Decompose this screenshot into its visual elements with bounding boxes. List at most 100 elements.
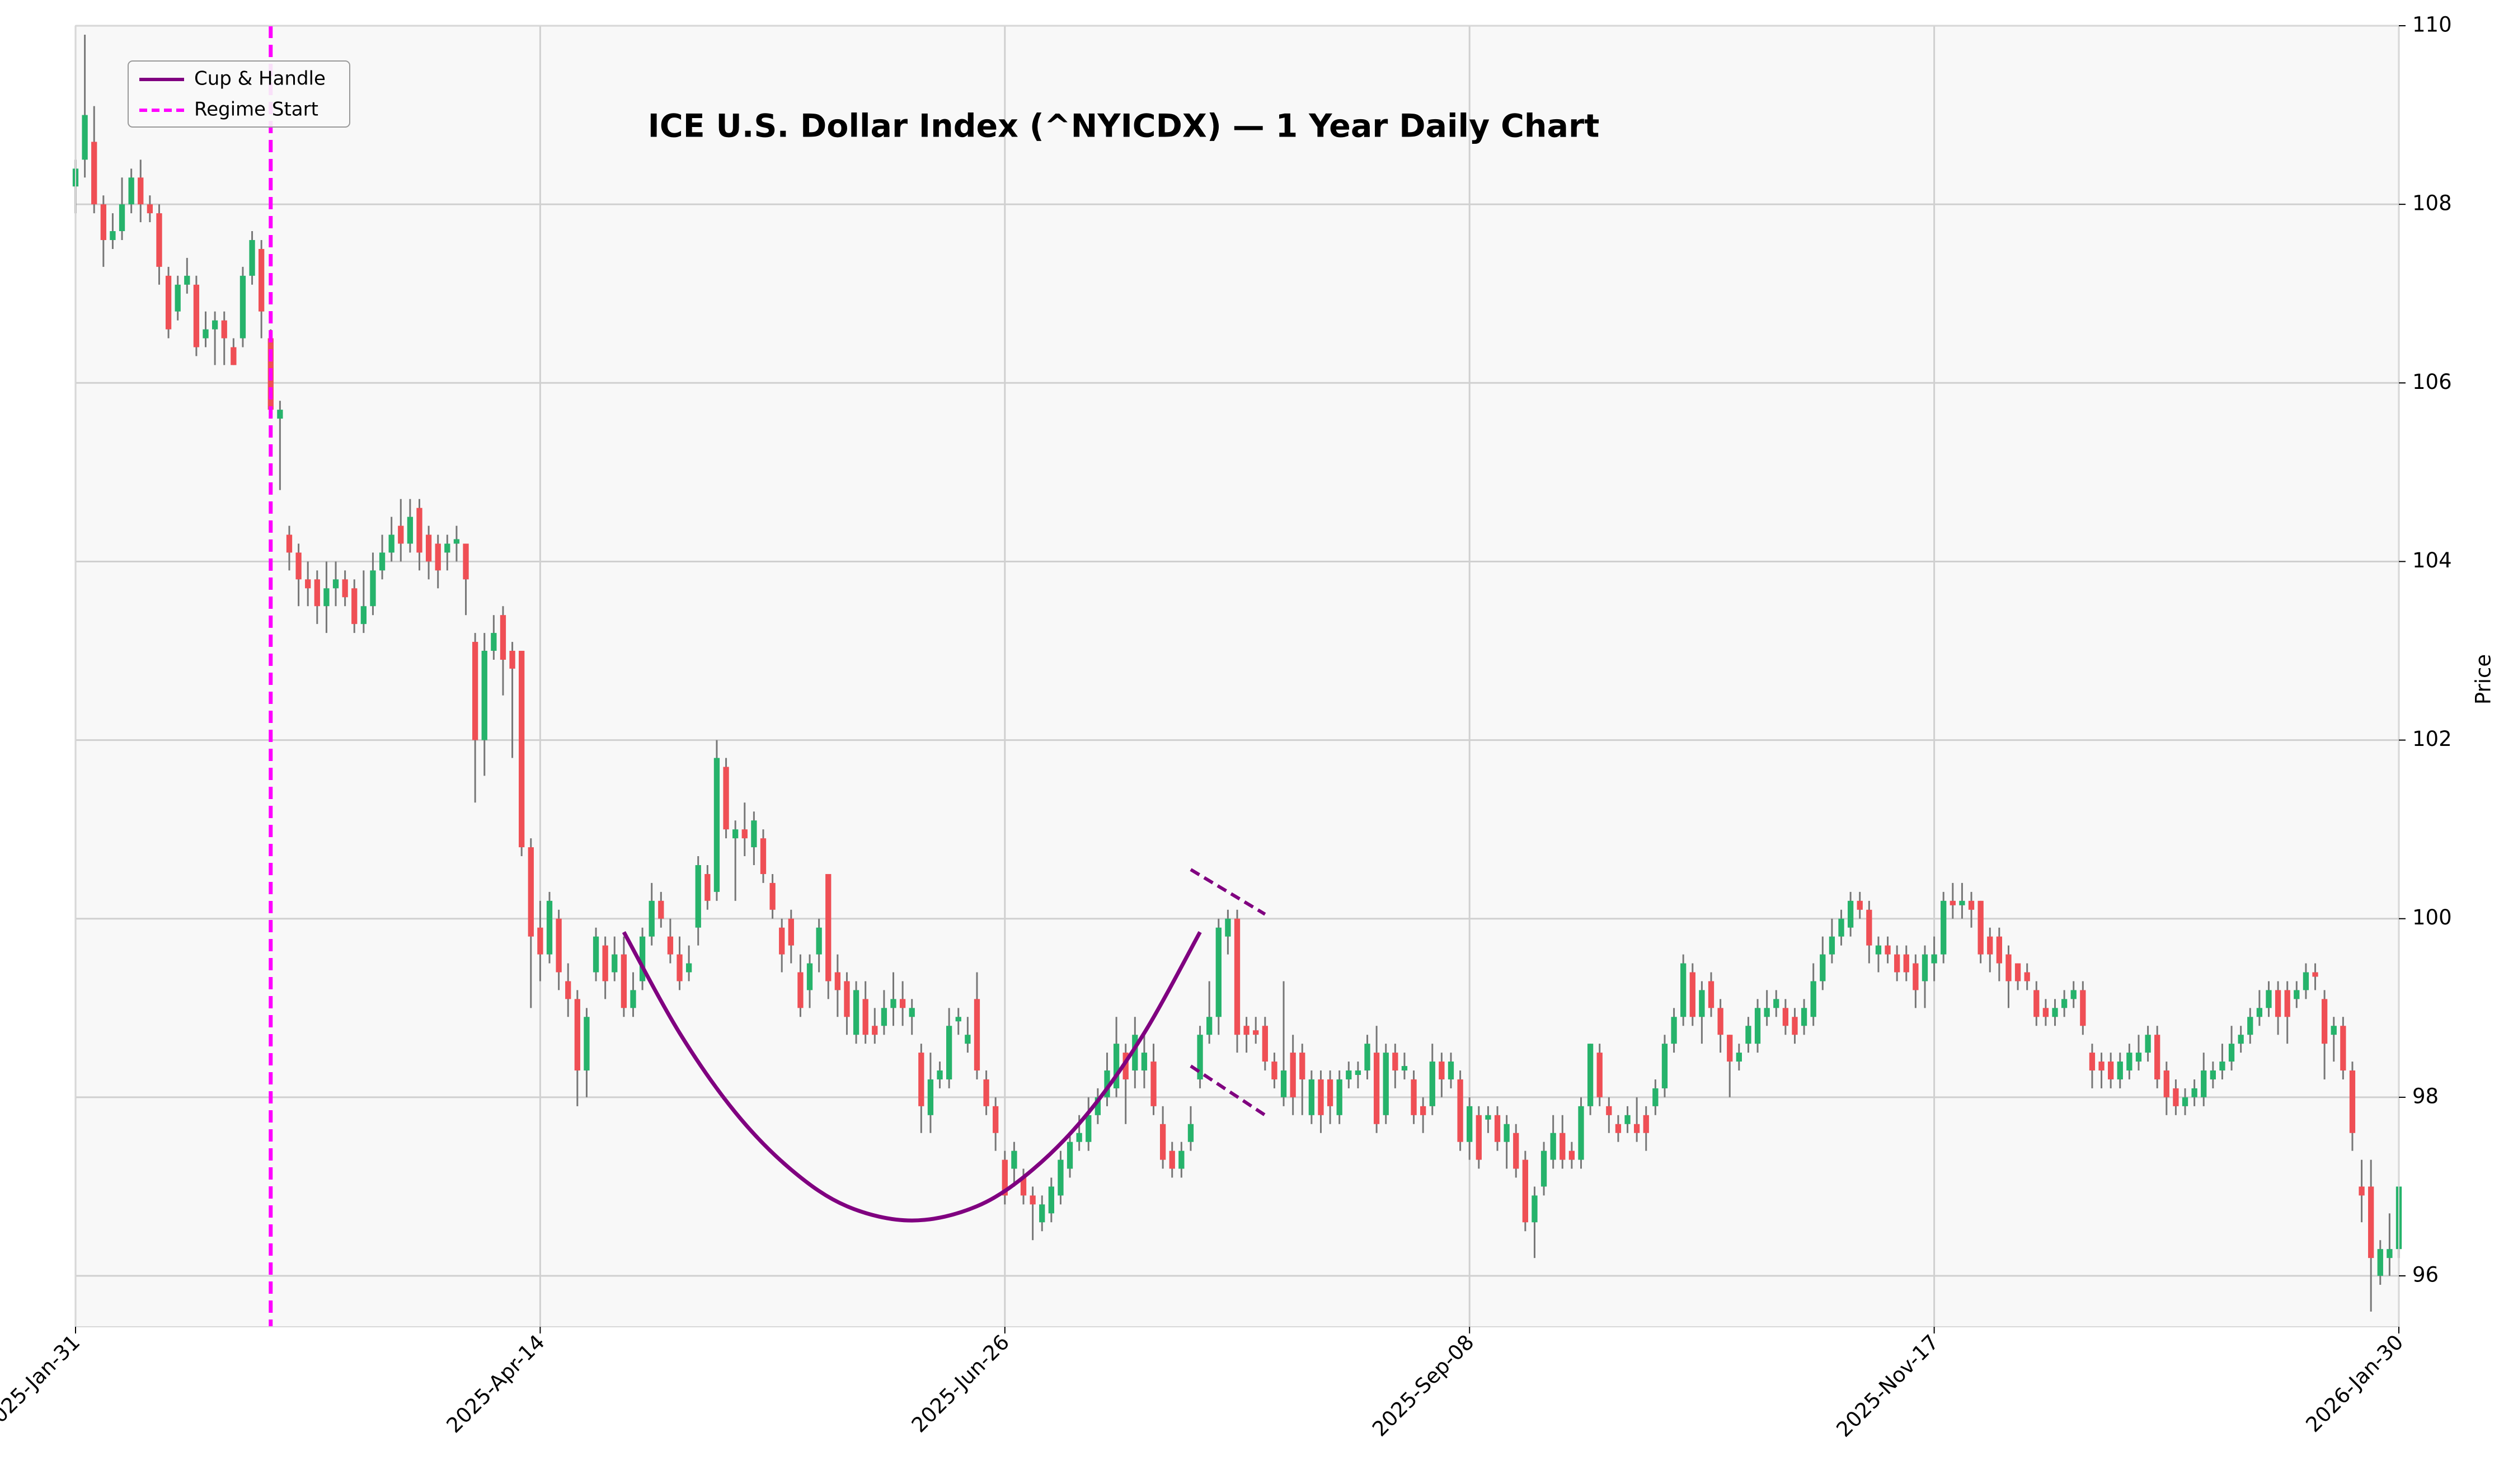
candle-body [351, 588, 358, 624]
candle-body [1699, 990, 1705, 1017]
candle-body [2089, 1053, 2096, 1071]
candle-body [1560, 1133, 1566, 1160]
candle-body [1346, 1070, 1352, 1079]
candle-body [203, 329, 209, 339]
candle-body [844, 981, 850, 1017]
candle-body [1931, 954, 1937, 964]
candle-body [612, 954, 618, 973]
candle-body [2014, 963, 2021, 981]
plot-frame [75, 25, 2399, 1327]
candle-body [1968, 900, 1975, 910]
candle-body [1020, 1177, 1027, 1196]
candle-body [379, 552, 386, 571]
candle-body [1689, 972, 1695, 1017]
candle-body [277, 410, 283, 419]
candle-body [649, 900, 655, 937]
handle-line [1190, 868, 1266, 916]
candle-body [2052, 1008, 2058, 1017]
candle-body [286, 534, 293, 553]
candle-body [1754, 1008, 1761, 1044]
candle-body [2210, 1070, 2216, 1079]
candle-body [1104, 1070, 1110, 1097]
y-axis-label: Price [2472, 654, 2496, 705]
candle-body [918, 1053, 924, 1106]
candle-body [797, 972, 804, 1008]
chart-title: ICE U.S. Dollar Index (^NYICDX) — 1 Year… [648, 108, 1600, 145]
candle-body [983, 1079, 989, 1106]
candle-body [890, 999, 896, 1008]
x-tick-label: 2025-Apr-14 [442, 1330, 549, 1438]
candle-body [1364, 1044, 1370, 1071]
candle-body [2266, 990, 2272, 1008]
candle-body [2033, 990, 2040, 1017]
candle-body [1764, 1008, 1770, 1017]
candle-body [1513, 1133, 1519, 1169]
candle-body [899, 999, 906, 1008]
candle-body [138, 177, 144, 205]
candle-body [500, 615, 506, 660]
candle-body [1457, 1079, 1463, 1142]
candle-body [537, 927, 543, 955]
candle-body [463, 543, 469, 580]
candle-body [323, 588, 330, 607]
candle-body [862, 999, 868, 1035]
candle-body [723, 767, 729, 830]
candle-body [342, 579, 348, 598]
x-tick-label: 2025-Jun-26 [907, 1330, 1014, 1438]
candle-body [1847, 900, 1854, 928]
candle-body [685, 963, 692, 973]
candle-body [1215, 927, 1222, 1017]
candle-body [1401, 1066, 1408, 1071]
candle-body [332, 579, 339, 589]
candle-body [249, 239, 255, 276]
candle-body [1941, 900, 1947, 955]
candle-body [1187, 1124, 1194, 1142]
candle-body [1030, 1195, 1036, 1205]
candle-body [295, 552, 302, 580]
candle-body [584, 1017, 590, 1071]
candle-body [1745, 1026, 1751, 1044]
x-tick-label: 2025-Sep-08 [1368, 1330, 1478, 1441]
y-tick-label: 102 [2412, 727, 2452, 751]
candle-body [175, 284, 181, 312]
candle-body [2219, 1062, 2225, 1071]
candle-body [184, 275, 190, 285]
candle-body [1280, 1070, 1287, 1097]
candle-body [1429, 1062, 1435, 1106]
candle-body [565, 981, 571, 999]
candle-body [1234, 918, 1241, 1035]
y-tick-label: 98 [2412, 1084, 2439, 1108]
candle-body [1039, 1204, 1045, 1223]
candle-body [2201, 1070, 2207, 1097]
candle-body [1299, 1053, 1305, 1079]
candle-body [2377, 1249, 2383, 1276]
candle-body [834, 972, 841, 990]
candle-body [825, 874, 832, 981]
candle-body [491, 633, 497, 651]
candle-body [528, 847, 534, 937]
candle-body [927, 1079, 934, 1115]
candle-body [2080, 990, 2086, 1026]
candle-body [1875, 945, 1882, 955]
candle-body [1643, 1115, 1649, 1133]
candle-body [621, 954, 627, 1008]
candle-body [1857, 900, 1863, 910]
candle-body [444, 543, 450, 553]
candle-body [1540, 1150, 1547, 1187]
candle-body [147, 204, 153, 214]
candle-body [1206, 1017, 1213, 1035]
candle-body [2117, 1062, 2123, 1079]
candle-body [602, 945, 608, 981]
candle-body [388, 534, 394, 553]
candle-body [1829, 936, 1835, 955]
candle-body [872, 1026, 878, 1035]
candle-body [1633, 1124, 1640, 1133]
candle-body [1253, 1030, 1259, 1035]
candle-body [760, 838, 767, 874]
candle-body [1568, 1150, 1575, 1160]
candle-body [1420, 1106, 1426, 1115]
candle-body [937, 1070, 943, 1079]
candle-body [1150, 1062, 1157, 1106]
candle-body [1290, 1053, 1296, 1097]
